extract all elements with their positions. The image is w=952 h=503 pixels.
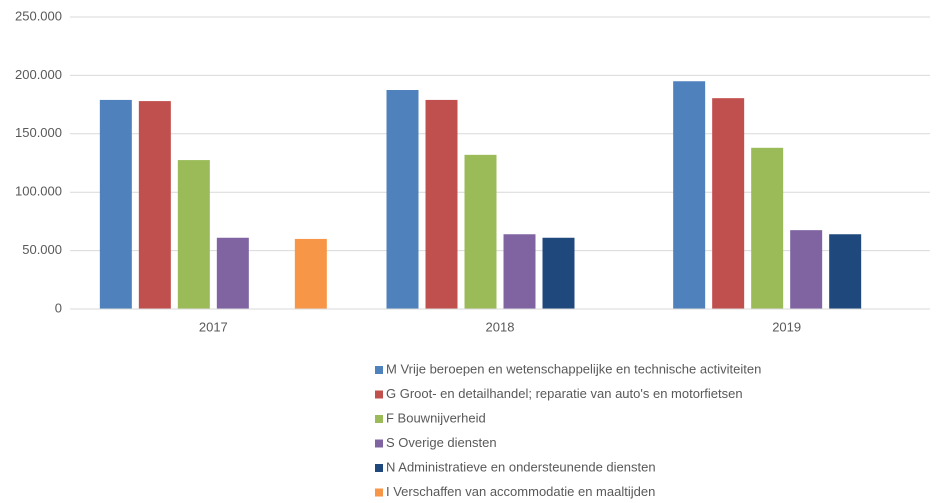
x-tick-label: 2017 — [199, 319, 228, 334]
legend-label: S Overige diensten — [386, 435, 497, 450]
legend-label: F Bouwnijverheid — [386, 410, 486, 425]
bar — [216, 237, 249, 309]
bar — [138, 101, 171, 309]
bar — [751, 147, 784, 309]
bar — [464, 154, 497, 309]
bar — [386, 90, 419, 309]
y-tick-label: 250.000 — [15, 8, 62, 23]
y-tick-label: 200.000 — [15, 67, 62, 82]
y-tick-label: 50.000 — [22, 242, 62, 257]
x-tick-label: 2018 — [486, 319, 515, 334]
bar — [99, 99, 132, 309]
bar — [503, 234, 536, 309]
bar — [673, 81, 706, 310]
legend-label: I Verschaffen van accommodatie en maalti… — [386, 484, 655, 499]
legend-swatch — [375, 488, 383, 497]
legend-label: G Groot- en detailhandel; reparatie van … — [386, 386, 743, 401]
legend-swatch — [375, 366, 383, 374]
bar — [542, 237, 575, 309]
legend-label: M Vrije beroepen en wetenschappelijke en… — [386, 361, 761, 376]
bar — [294, 238, 327, 309]
legend-swatch — [375, 390, 383, 399]
bar — [425, 99, 458, 309]
y-tick-label: 100.000 — [15, 184, 62, 199]
y-tick-label: 150.000 — [15, 125, 62, 140]
legend-swatch — [375, 415, 383, 423]
bar — [829, 234, 862, 309]
bar — [712, 98, 745, 310]
bar — [177, 160, 210, 309]
y-tick-label: 0 — [55, 300, 62, 315]
x-tick-label: 2019 — [772, 319, 801, 334]
legend-swatch — [375, 439, 383, 448]
bar — [790, 230, 823, 309]
legend-swatch — [375, 464, 383, 472]
legend-label: N Administratieve en ondersteunende dien… — [386, 459, 656, 474]
